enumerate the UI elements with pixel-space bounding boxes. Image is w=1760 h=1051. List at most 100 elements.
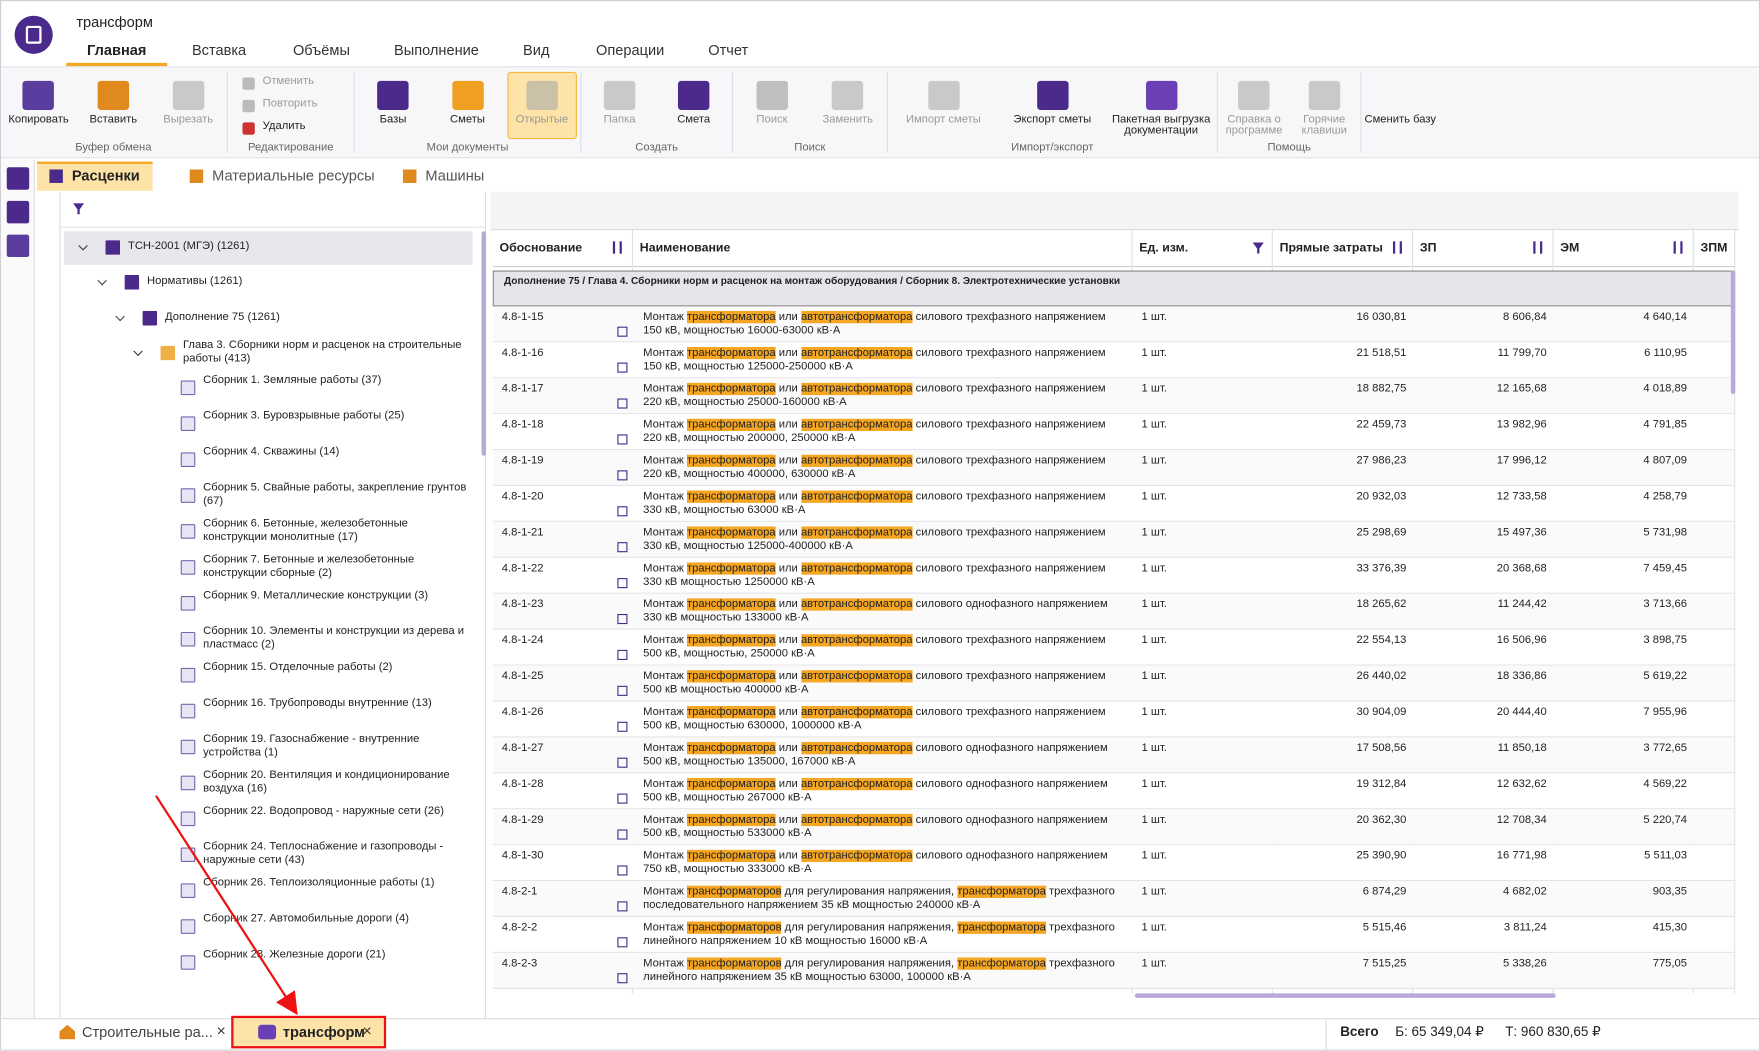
tree-node-label[interactable]: Сборник 5. Свайные работы, закрепление г… [203,481,467,508]
window-title: трансформ [76,13,153,31]
tree-node-label[interactable]: Сборник 22. Водопровод - наружные сети (… [203,804,445,818]
column-header[interactable]: Наименование [639,241,731,255]
ribbon-button[interactable]: Вставить [89,113,138,126]
doc-tab[interactable]: трансформ [282,1023,365,1041]
sort-icon[interactable] [1673,241,1683,254]
tree-node-label[interactable]: Сборник 7. Бетонные и железобетонные кон… [203,553,415,580]
tree-node-icon [180,919,196,934]
row-expand-button[interactable] [617,398,628,409]
table-cell: 25 390,90 [1356,849,1407,863]
sub-tab[interactable]: Материальные ресурсы [212,167,375,185]
ribbon-small-button[interactable]: Удалить [262,120,306,133]
sidebar-icon[interactable] [6,167,30,190]
row-expand-button[interactable] [617,578,628,589]
row-expand-button[interactable] [617,721,628,732]
tree-node-label[interactable]: Сборник 1. Земляные работы (37) [203,373,382,387]
tree-node-label[interactable]: Сборник 26. Теплоизоляционные работы (1) [203,876,435,889]
column-header[interactable]: ЗПМ [1700,241,1728,255]
row-expand-button[interactable] [617,973,628,984]
row-expand-button[interactable] [617,542,628,553]
menu-tab[interactable]: Вид [523,41,550,59]
tree-node-label[interactable]: Сборник 10. Элементы и конструкции из де… [203,625,465,652]
ribbon-button[interactable]: Базы [379,113,407,126]
doc-tab-close[interactable]: × [216,1021,226,1040]
row-expand-button[interactable] [617,649,628,661]
row-expand-button[interactable] [617,937,628,948]
tree-selected-row [63,231,473,265]
tree-node-label[interactable]: Сборник 15. Отделочные работы (2) [203,661,393,674]
column-header[interactable]: ЭМ [1560,241,1580,255]
sub-tab[interactable]: Машины [425,167,485,185]
tree-node-label[interactable]: Сборник 20. Вентиляция и кондиционирован… [203,768,450,795]
menu-tab[interactable]: Выполнение [393,41,479,59]
menu-tab[interactable]: Вставка [191,41,247,59]
menu-tab[interactable]: Главная [66,39,168,67]
menu-tab[interactable]: Объёмы [292,41,350,59]
row-expand-button[interactable] [617,865,628,876]
row-expand-button[interactable] [617,470,628,481]
ribbon-button[interactable]: Папка [603,113,636,126]
menu-tab[interactable]: Операции [596,41,665,59]
table-cell: Монтаж трансформаторов для регулирования… [643,921,1115,948]
tree-node-label[interactable]: Дополнение 75 (1261) [165,310,280,324]
ribbon-button[interactable]: Вырезать [163,113,214,126]
ribbon-button[interactable]: Справка о программе [1225,113,1283,137]
tree-node-label[interactable]: Сборник 6. Бетонные, железобетонные конс… [203,517,408,544]
sort-icon[interactable] [612,241,622,254]
tree-node-label[interactable]: ТСН-2001 (МГЭ) (1261) [127,240,250,253]
ribbon-button[interactable]: Копировать [8,113,69,126]
tree-node-label[interactable]: Сборник 19. Газоснабжение - внутренние у… [203,732,420,759]
ribbon-button[interactable]: Смета [677,113,711,126]
column-divider [1734,230,1736,994]
sidebar-icon[interactable] [6,234,30,258]
ribbon-button[interactable]: Сметы [450,113,485,126]
row-expand-button[interactable] [617,757,628,768]
ribbon-button[interactable]: Сменить базу [1364,113,1437,126]
table-cell: 4.8-1-20 [501,490,544,503]
sort-icon[interactable] [1533,241,1543,254]
doc-tab[interactable]: Строительные ра... [81,1023,213,1041]
ribbon-button[interactable]: Открытые [515,113,569,126]
column-header[interactable]: Ед. изм. [1139,241,1189,255]
tree-node-label[interactable]: Сборник 24. Теплоснабжение и газопроводы… [203,840,444,867]
row-expand-button[interactable] [617,326,628,337]
ribbon-small-button[interactable]: Повторить [262,97,318,111]
doc-tab-close[interactable]: × [362,1021,372,1040]
tree-node-icon [180,488,196,503]
tree-filter-icon[interactable] [72,203,85,215]
menu-tab[interactable]: Отчет [708,41,749,59]
tree-node-label[interactable]: Сборник 3. Буровзрывные работы (25) [203,409,405,423]
row-expand-button[interactable] [617,793,628,804]
ribbon-small-button[interactable]: Отменить [262,75,314,88]
row-expand-button[interactable] [617,613,628,625]
tree-node-label[interactable]: Глава 3. Сборники норм и расценок на стр… [182,338,462,365]
table-cell: 4.8-1-29 [501,813,544,827]
sidebar-icon[interactable] [6,200,30,224]
row-expand-button[interactable] [617,362,628,373]
tree-node-label[interactable]: Сборник 4. Скважины (14) [203,445,340,458]
ribbon-button[interactable]: Заменить [822,113,873,126]
tree-node-label[interactable]: Сборник 28. Железные дороги (21) [203,948,386,961]
ribbon-button[interactable]: Горячие клавиши [1301,113,1347,137]
ribbon-button[interactable]: Импорт сметы [906,113,981,126]
ribbon-button[interactable]: Экспорт сметы [1013,113,1092,126]
tree-node-label[interactable]: Сборник 27. Автомобильные дороги (4) [203,912,410,925]
column-header[interactable]: Обоснование [499,241,583,255]
column-header[interactable]: Прямые затраты [1279,241,1383,255]
row-expand-button[interactable] [617,901,628,912]
ribbon-button[interactable]: Поиск [756,113,788,126]
tree-node-label[interactable]: Нормативы (1261) [147,275,243,288]
tree-node-label[interactable]: Сборник 16. Трубопроводы внутренние (13) [203,697,432,710]
table-cell: 4.8-2-3 [501,957,538,970]
sub-tab[interactable]: Расценки [71,167,140,185]
column-header[interactable]: ЗП [1419,241,1437,255]
row-expand-button[interactable] [617,685,628,696]
ribbon-button[interactable]: Пакетная выгрузка документации [1111,113,1211,137]
row-expand-button[interactable] [617,434,628,445]
tree-node-label[interactable]: Сборник 9. Металлические конструкции (3) [203,589,429,602]
column-filter-icon[interactable] [1252,242,1264,254]
row-expand-button[interactable] [617,506,628,517]
table-cell: 4 258,79 [1643,490,1688,503]
row-expand-button[interactable] [617,829,628,840]
sort-icon[interactable] [1392,241,1402,254]
